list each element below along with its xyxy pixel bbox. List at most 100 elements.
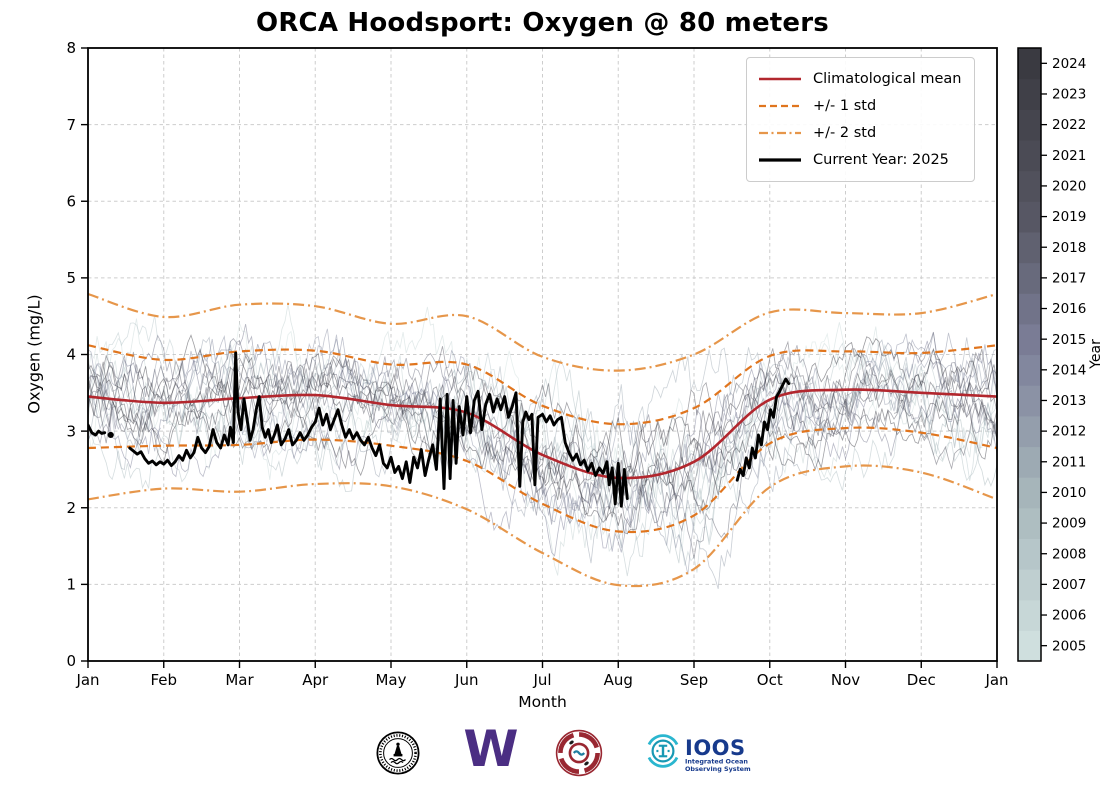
current-year-line — [128, 351, 629, 508]
year-trace — [88, 340, 997, 557]
colorbar-band — [1018, 415, 1041, 448]
x-tick-label: Sep — [680, 671, 708, 689]
x-tick-label: Jul — [532, 671, 551, 689]
y-axis-label: Oxygen (mg/L) — [24, 294, 44, 414]
x-tick-label: May — [375, 671, 406, 689]
colorbar-band — [1018, 109, 1041, 141]
colorbar-tick-label: 2005 — [1052, 638, 1086, 654]
y-tick-label: 7 — [66, 116, 76, 134]
two-std-line-sample-icon — [759, 131, 801, 135]
legend-item-climatological-mean: Climatological mean — [757, 67, 962, 91]
colorbar-tick-label: 2017 — [1052, 270, 1086, 286]
colorbar-tick-label: 2010 — [1052, 485, 1086, 501]
minus-1-std-line — [88, 426, 997, 534]
colorbar-band — [1018, 385, 1041, 417]
orca-buoy-icon — [376, 731, 420, 775]
colorbar-tick-label: 2012 — [1052, 424, 1086, 440]
colorbar-tick-label: 2011 — [1052, 454, 1086, 470]
y-tick-label: 3 — [66, 422, 76, 440]
plus-1-std-line — [88, 344, 997, 426]
year-trace — [88, 328, 997, 575]
colorbar-band — [1018, 323, 1041, 356]
colorbar-tick-label: 2022 — [1052, 117, 1086, 133]
legend: Climatological mean +/- 1 std +/- 2 std … — [746, 57, 975, 182]
current-year-series — [88, 351, 791, 508]
svg-text:IOOS: IOOS — [685, 736, 746, 760]
colorbar-band — [1018, 293, 1041, 325]
colorbar-band — [1018, 477, 1041, 509]
colorbar-label: Year — [1088, 339, 1104, 369]
colorbar-tick-label: 2020 — [1052, 179, 1086, 195]
colorbar-band — [1018, 354, 1041, 386]
tribal-salmon-logo — [555, 729, 603, 781]
colorbar-band — [1018, 599, 1041, 631]
current-year-point — [107, 431, 114, 439]
uw-w-icon: W — [463, 720, 518, 778]
colorbar-band — [1018, 139, 1041, 172]
axes: Jan Feb Mar Apr May Jun Jul Aug Sep Oct Nov Dec Jan0… — [66, 39, 1008, 689]
current-year-line — [735, 377, 791, 482]
mean-line-sample-icon — [759, 77, 801, 81]
colorbar-tick-label: 2021 — [1052, 148, 1086, 164]
y-tick-label: 0 — [66, 652, 76, 670]
x-tick-label: Apr — [302, 671, 329, 689]
colorbar-band — [1018, 201, 1041, 233]
climatology-curves — [88, 292, 997, 588]
x-tick-label: Feb — [150, 671, 177, 689]
colorbar-tick-label: 2014 — [1052, 362, 1086, 378]
svg-text:Integrated Ocean: Integrated Ocean — [685, 758, 748, 766]
x-tick-label: Mar — [225, 671, 254, 689]
colorbar-tick-label: 2023 — [1052, 87, 1086, 103]
y-tick-label: 1 — [66, 576, 76, 594]
colorbar-tick-label: 2018 — [1052, 240, 1086, 256]
current-year-line-sample-icon — [759, 158, 801, 162]
colorbar-band — [1018, 78, 1041, 110]
legend-label: Climatological mean — [813, 71, 962, 87]
colorbar-band — [1018, 446, 1041, 478]
colorbar-tick-label: 2015 — [1052, 332, 1086, 348]
colorbar-tick-label: 2016 — [1052, 301, 1086, 317]
colorbar-tick-label: 2013 — [1052, 393, 1086, 409]
legend-label: +/- 2 std — [813, 125, 877, 141]
colorbar-tick-label: 2008 — [1052, 546, 1086, 562]
y-tick-label: 5 — [66, 269, 76, 287]
x-tick-label: Jun — [454, 671, 478, 689]
legend-item-1std: +/- 1 std — [757, 94, 962, 118]
colorbar-tick-label: 2006 — [1052, 608, 1086, 624]
colorbar-band — [1018, 507, 1041, 539]
y-tick-label: 4 — [66, 346, 76, 364]
colorbar-tick-label: 2007 — [1052, 577, 1086, 593]
colorbar-tick-label: 2009 — [1052, 516, 1086, 532]
x-tick-label: Dec — [907, 671, 936, 689]
plus-2-std-line — [88, 292, 997, 372]
svg-text:Observing System: Observing System — [685, 765, 751, 773]
colorbar-border — [1017, 47, 1042, 662]
colorbar: 2005 2006 2007 2008 2009 2010 2011 2012 2013 2014… — [1017, 47, 1086, 662]
x-tick-label: Jan — [984, 671, 1008, 689]
colorbar-band — [1018, 48, 1041, 80]
y-tick-label: 8 — [66, 39, 76, 57]
legend-label: Current Year: 2025 — [813, 152, 949, 168]
tribal-salmon-icon — [555, 729, 603, 777]
x-tick-label: Aug — [604, 671, 633, 689]
colorbar-band — [1018, 569, 1041, 601]
ioos-icon: IOOS Integrated Ocean Observing System — [647, 734, 751, 773]
y-tick-label: 6 — [66, 192, 76, 210]
colorbar-band — [1018, 231, 1041, 264]
colorbar-band — [1018, 262, 1041, 294]
legend-item-2std: +/- 2 std — [757, 121, 962, 145]
year-trace — [88, 361, 997, 535]
x-axis-label: Month — [518, 693, 567, 711]
svg-text:W: W — [463, 724, 518, 772]
year-trace — [88, 336, 997, 487]
colorbar-band — [1018, 538, 1041, 570]
uw-logo: W — [458, 720, 524, 778]
y-tick-label: 2 — [66, 499, 76, 517]
year-trace — [88, 351, 997, 559]
x-tick-label: Nov — [831, 671, 860, 689]
ioos-logo: IOOS Integrated Ocean Observing System — [644, 729, 754, 779]
legend-label: +/- 1 std — [813, 98, 877, 114]
colorbar-band — [1018, 170, 1041, 202]
colorbar-tick-label: 2019 — [1052, 209, 1086, 225]
